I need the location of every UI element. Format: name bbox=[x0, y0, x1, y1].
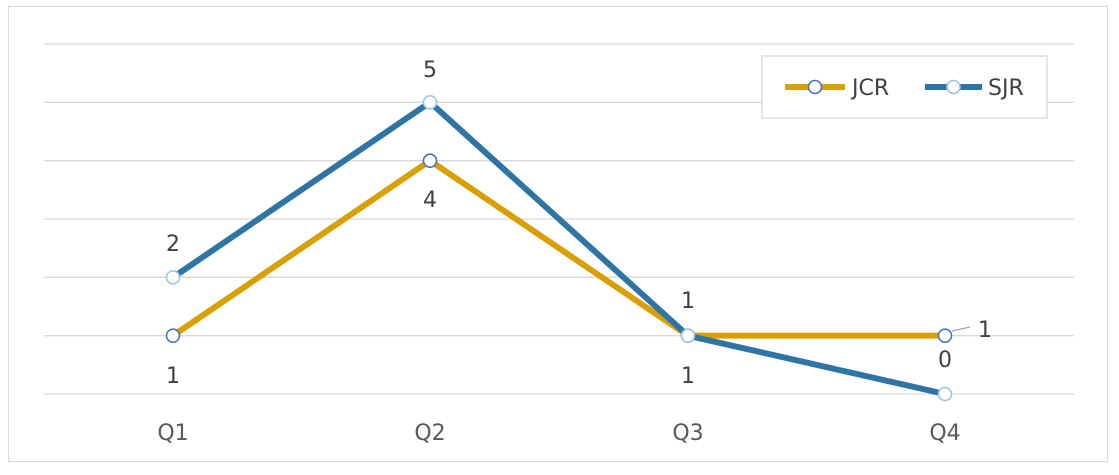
marker-sjr bbox=[937, 386, 953, 402]
legend-marker-sjr bbox=[946, 79, 961, 95]
data-label-jcr: 1 bbox=[978, 318, 992, 343]
x-tick-label: Q2 bbox=[414, 421, 445, 446]
legend-label-jcr: JCR bbox=[850, 76, 889, 101]
x-tick-label: Q3 bbox=[672, 421, 703, 446]
marker-jcr bbox=[165, 328, 181, 343]
series-lines bbox=[170, 99, 948, 397]
series-line-jcr bbox=[170, 157, 948, 339]
data-label-sjr: 0 bbox=[938, 348, 952, 373]
legend: JCR SJR bbox=[761, 55, 1048, 119]
x-axis: Q1 Q2 Q3 Q4 bbox=[157, 421, 960, 446]
data-label-jcr: 1 bbox=[166, 364, 180, 389]
data-labels: 1 4 1 1 2 5 1 0 bbox=[166, 58, 992, 389]
marker-sjr bbox=[680, 328, 696, 343]
data-label-jcr: 1 bbox=[681, 364, 695, 389]
marker-sjr bbox=[422, 95, 438, 110]
x-tick-label: Q1 bbox=[157, 421, 188, 446]
data-label-sjr: 2 bbox=[166, 232, 180, 257]
marker-jcr bbox=[937, 328, 953, 343]
series-markers bbox=[165, 95, 953, 402]
data-label-sjr: 1 bbox=[681, 289, 695, 314]
x-tick-label: Q4 bbox=[929, 421, 960, 446]
data-label-jcr: 4 bbox=[423, 188, 437, 213]
marker-jcr bbox=[422, 153, 438, 168]
legend-marker-jcr bbox=[807, 79, 823, 95]
series-line-sjr bbox=[170, 99, 948, 397]
label-leader-line bbox=[951, 326, 971, 332]
data-label-sjr: 5 bbox=[423, 58, 437, 83]
marker-sjr bbox=[165, 270, 181, 285]
legend-label-sjr: SJR bbox=[988, 76, 1024, 101]
